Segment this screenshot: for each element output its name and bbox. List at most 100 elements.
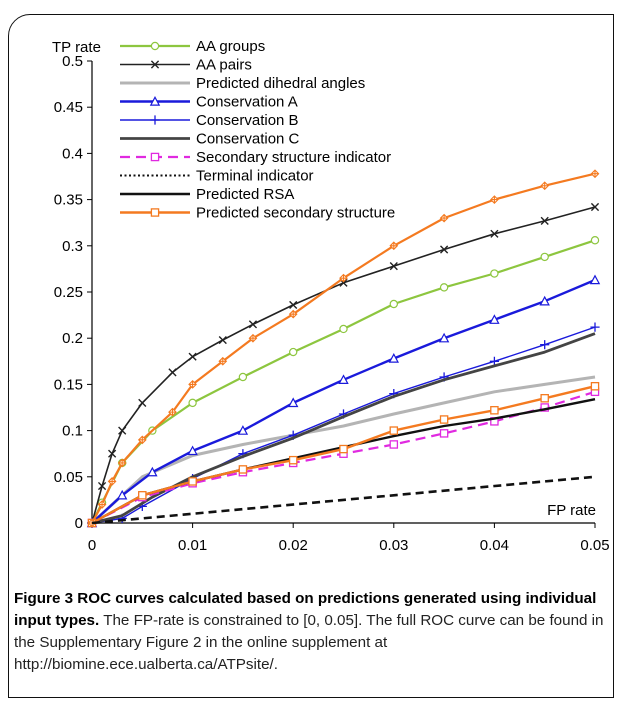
data-point	[218, 356, 228, 366]
data-point	[188, 352, 197, 361]
x-tick-label: 0.02	[279, 537, 308, 554]
data-point	[288, 309, 298, 319]
series-1	[87, 202, 600, 528]
data-point	[287, 397, 299, 408]
y-tick-label: 0.25	[54, 284, 83, 301]
x-tick-label: 0.01	[178, 537, 207, 554]
legend-marker	[150, 41, 160, 51]
data-point	[389, 440, 399, 449]
x-tick-label: 0.04	[480, 537, 509, 554]
data-point	[389, 262, 398, 271]
data-point	[116, 489, 128, 500]
data-point	[540, 216, 549, 225]
data-point	[440, 245, 449, 254]
data-point	[339, 273, 348, 283]
x-tick-label: 0.05	[580, 537, 609, 554]
legend-entry: Predicted secondary structure	[120, 205, 395, 222]
series-line	[90, 375, 596, 525]
data-point	[97, 481, 107, 491]
data-point	[590, 381, 600, 391]
data-point	[187, 445, 198, 456]
data-point	[539, 295, 550, 306]
data-point	[237, 425, 249, 435]
legend-label: Predicted secondary structure	[196, 205, 395, 222]
data-point	[137, 435, 147, 445]
data-point	[590, 236, 600, 245]
data-point	[439, 429, 449, 438]
data-point	[248, 320, 258, 329]
data-point	[589, 274, 601, 285]
legend-entry: Predicted dihedral angles	[120, 75, 365, 92]
y-tick-label: 0.05	[54, 469, 83, 486]
data-point	[439, 415, 449, 424]
series-line	[91, 206, 596, 524]
data-point	[238, 372, 248, 382]
data-point	[97, 500, 107, 509]
x-tick-label: 0	[88, 537, 96, 554]
legend-entry: Predicted RSA	[120, 186, 294, 203]
data-point	[489, 314, 500, 324]
y-axis-label: TP rate	[52, 39, 101, 56]
data-point	[138, 491, 147, 500]
series-10	[87, 169, 600, 528]
y-tick-label: 0.3	[62, 238, 83, 255]
series-line	[91, 278, 596, 524]
legend-entry: Secondary structure indicator	[120, 149, 391, 166]
legend-entry: Conservation C	[120, 131, 300, 148]
y-tick-label: 0.2	[62, 330, 83, 347]
series-line	[91, 326, 596, 524]
legend-marker	[150, 115, 160, 125]
legend-marker	[150, 152, 160, 162]
legend-label: Conservation C	[196, 131, 300, 148]
data-point	[138, 398, 147, 407]
data-point	[188, 477, 197, 486]
caption-body: The FP-rate is constrained to [0, 0.05].…	[14, 612, 604, 673]
data-point	[147, 466, 158, 477]
series-line	[91, 172, 596, 524]
legend-label: Secondary structure indicator	[196, 149, 391, 166]
legend-label: Predicted dihedral angles	[196, 75, 365, 92]
legend-entry: Terminal indicator	[120, 168, 314, 185]
data-point	[540, 394, 549, 403]
data-point	[248, 333, 258, 343]
data-point	[389, 241, 399, 251]
data-point	[338, 374, 349, 384]
legend-label: Predicted RSA	[196, 186, 294, 203]
data-point	[489, 356, 499, 366]
legend-label: AA pairs	[196, 57, 252, 74]
series-line	[91, 332, 596, 525]
figure-frame	[8, 14, 614, 698]
data-point	[490, 269, 499, 278]
series-line	[91, 475, 596, 525]
legend-entry: Conservation B	[120, 112, 299, 129]
y-tick-label: 0	[75, 515, 83, 532]
legend-entry: Conservation A	[120, 94, 298, 111]
legend-marker	[150, 60, 160, 69]
data-point	[289, 300, 298, 310]
legend-label: Conservation B	[196, 112, 299, 129]
data-point	[289, 347, 298, 357]
data-point	[439, 283, 449, 292]
series-11	[91, 475, 596, 525]
y-tick-label: 0.1	[62, 423, 83, 440]
data-point	[118, 426, 127, 435]
data-point	[218, 335, 227, 345]
series-4	[87, 322, 600, 528]
y-tick-label: 0.35	[54, 192, 83, 209]
x-axis-label: FP rate	[547, 502, 596, 519]
data-point	[389, 299, 398, 309]
legend-label: AA groups	[196, 38, 265, 55]
data-point	[540, 181, 550, 191]
series-5	[91, 332, 596, 525]
y-tick-label: 0.4	[62, 145, 83, 162]
data-point	[339, 444, 348, 454]
data-point	[438, 332, 450, 343]
data-point	[107, 477, 117, 486]
figure-caption: Figure 3 ROC curves calculated based on …	[14, 588, 606, 676]
y-tick-label: 0.45	[54, 99, 83, 116]
y-tick-label: 0.15	[54, 376, 83, 393]
legend-label: Conservation A	[196, 94, 298, 111]
data-point	[540, 340, 550, 350]
data-point	[288, 455, 298, 465]
legend-label: Terminal indicator	[196, 168, 314, 185]
